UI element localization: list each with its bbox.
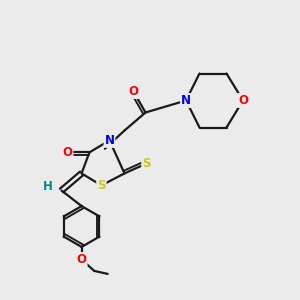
Text: N: N xyxy=(181,94,191,107)
Text: S: S xyxy=(97,179,106,192)
Text: O: O xyxy=(76,253,87,266)
Text: S: S xyxy=(142,157,151,170)
Text: O: O xyxy=(62,146,73,159)
Text: N: N xyxy=(104,134,115,147)
Text: O: O xyxy=(128,85,139,98)
Text: H: H xyxy=(43,180,52,193)
Text: O: O xyxy=(238,94,248,107)
